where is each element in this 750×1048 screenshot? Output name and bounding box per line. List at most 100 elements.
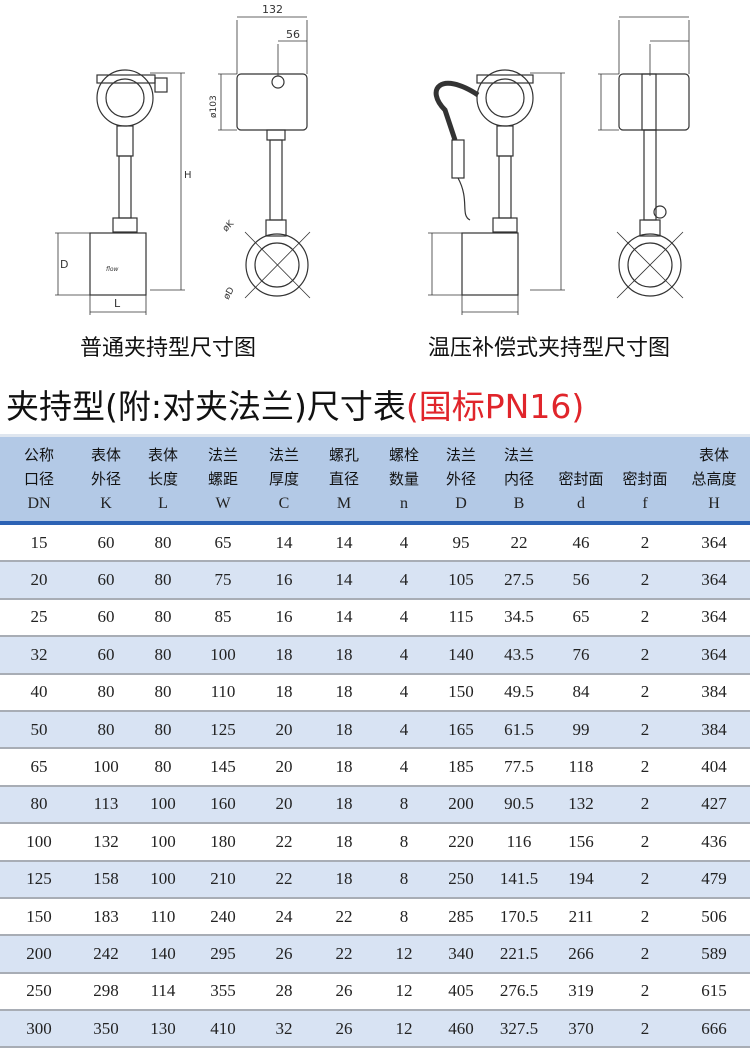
table-cell: 125 xyxy=(0,860,78,899)
table-cell: 2 xyxy=(612,523,678,563)
table-cell: 100 xyxy=(0,823,78,862)
table-cell: 2 xyxy=(612,710,678,750)
table-cell: 60 xyxy=(78,636,134,675)
table-cell: 25 xyxy=(0,598,78,638)
table-cell: 20 xyxy=(254,785,314,825)
table-cell: 100 xyxy=(78,748,134,787)
header-line2: 数量 xyxy=(388,470,419,488)
table-row: 25 60 80 85 16 14 4 115 34.5 65 2 364 xyxy=(0,598,750,638)
table-cell: 4 xyxy=(374,710,434,750)
standard-side-view xyxy=(218,16,311,299)
page-title: 夹持型(附:对夹法兰)尺寸表(国标PN16) xyxy=(6,380,584,428)
table-cell: 12 xyxy=(374,1010,434,1048)
table-cell: 8 xyxy=(374,785,434,825)
table-cell: 18 xyxy=(254,636,314,675)
table-cell: 60 xyxy=(78,598,134,638)
table-cell: 2 xyxy=(612,636,678,675)
dim-head-dia-label: ø103 xyxy=(209,95,219,118)
table-cell: 60 xyxy=(78,561,134,600)
column-header: 螺栓 数量 n xyxy=(374,435,434,525)
table-cell: 355 xyxy=(192,972,254,1012)
table-cell: 65 xyxy=(550,598,612,638)
table-cell: 250 xyxy=(434,860,488,899)
table-cell: 27.5 xyxy=(488,561,550,600)
table-cell: 26 xyxy=(314,972,374,1012)
table-cell: 99 xyxy=(550,710,612,750)
table-cell: 364 xyxy=(678,523,750,563)
dim-d-label: D xyxy=(60,258,68,271)
table-cell: 28 xyxy=(254,972,314,1012)
table-cell: 276.5 xyxy=(488,972,550,1012)
table-cell: 319 xyxy=(550,972,612,1012)
table-cell: 364 xyxy=(678,598,750,638)
table-row: 40 80 80 110 18 18 4 150 49.5 84 2 384 xyxy=(0,673,750,712)
title-standard: (国标PN16) xyxy=(405,387,585,426)
table-cell: 589 xyxy=(678,935,750,974)
column-header: 密封面 d xyxy=(550,435,612,525)
compensated-side-view xyxy=(598,16,690,299)
table-cell: 95 xyxy=(434,523,488,563)
table-row: 15 60 80 65 14 14 4 95 22 46 2 364 xyxy=(0,523,750,563)
table-cell: 12 xyxy=(374,935,434,974)
table-cell: 60 xyxy=(78,523,134,563)
header-line2: 直径 xyxy=(328,470,359,488)
table-cell: 100 xyxy=(134,785,192,825)
table-cell: 80 xyxy=(134,710,192,750)
table-cell: 20 xyxy=(0,561,78,600)
table-cell: 2 xyxy=(612,897,678,937)
table-cell: 2 xyxy=(612,598,678,638)
table-cell: 479 xyxy=(678,860,750,899)
header-line1: 表体 xyxy=(90,446,121,464)
table-cell: 8 xyxy=(374,823,434,862)
table-cell: 100 xyxy=(134,823,192,862)
table-cell: 22 xyxy=(254,823,314,862)
table-cell: 90.5 xyxy=(488,785,550,825)
dim-k-label: øK xyxy=(221,218,237,234)
header-symbol: DN xyxy=(27,495,51,512)
table-cell: 2 xyxy=(612,972,678,1012)
table-cell: 180 xyxy=(192,823,254,862)
table-cell: 165 xyxy=(434,710,488,750)
dimension-table: 公称 口径 DN 表体 外径 K 表体 长度 L 法兰 螺距 W 法兰 厚度 C 螺孔 直径 M 螺栓 数量 n 法兰 外径… xyxy=(0,434,750,1048)
table-cell: 14 xyxy=(314,523,374,563)
table-cell: 80 xyxy=(0,785,78,825)
table-cell: 2 xyxy=(612,561,678,600)
column-header: 法兰 内径 B xyxy=(488,435,550,525)
dim-l-label: L xyxy=(114,297,121,310)
table-cell: 49.5 xyxy=(488,673,550,712)
header-line2: 螺距 xyxy=(207,470,238,488)
table-cell: 22 xyxy=(314,897,374,937)
table-row: 20 60 80 75 16 14 4 105 27.5 56 2 364 xyxy=(0,561,750,600)
table-cell: 200 xyxy=(434,785,488,825)
column-header: 公称 口径 DN xyxy=(0,435,78,525)
header-line1: 螺孔 xyxy=(328,446,359,464)
table-row: 150 183 110 240 24 22 8 285 170.5 211 2 506 xyxy=(0,897,750,937)
table-cell: 221.5 xyxy=(488,935,550,974)
header-line1: 表体 xyxy=(147,446,178,464)
table-cell: 4 xyxy=(374,561,434,600)
standard-front-view xyxy=(55,69,185,315)
table-cell: 4 xyxy=(374,748,434,787)
table-cell: 250 xyxy=(0,972,78,1012)
column-header: 法兰 厚度 C xyxy=(254,435,314,525)
table-cell: 100 xyxy=(192,636,254,675)
table-cell: 340 xyxy=(434,935,488,974)
table-cell: 2 xyxy=(612,823,678,862)
table-cell: 298 xyxy=(78,972,134,1012)
table-cell: 26 xyxy=(254,935,314,974)
table-cell: 384 xyxy=(678,673,750,712)
table-cell: 65 xyxy=(0,748,78,787)
table-row: 125 158 100 210 22 18 8 250 141.5 194 2 479 xyxy=(0,860,750,899)
table-cell: 460 xyxy=(434,1010,488,1048)
header-symbol: B xyxy=(513,495,525,512)
header-symbol: W xyxy=(215,495,231,512)
table-cell: 18 xyxy=(314,673,374,712)
table-cell: 200 xyxy=(0,935,78,974)
table-cell: 43.5 xyxy=(488,636,550,675)
table-cell: 100 xyxy=(134,860,192,899)
table-cell: 130 xyxy=(134,1010,192,1048)
table-cell: 350 xyxy=(78,1010,134,1048)
table-cell: 26 xyxy=(314,1010,374,1048)
table-cell: 32 xyxy=(254,1010,314,1048)
table-cell: 65 xyxy=(192,523,254,563)
